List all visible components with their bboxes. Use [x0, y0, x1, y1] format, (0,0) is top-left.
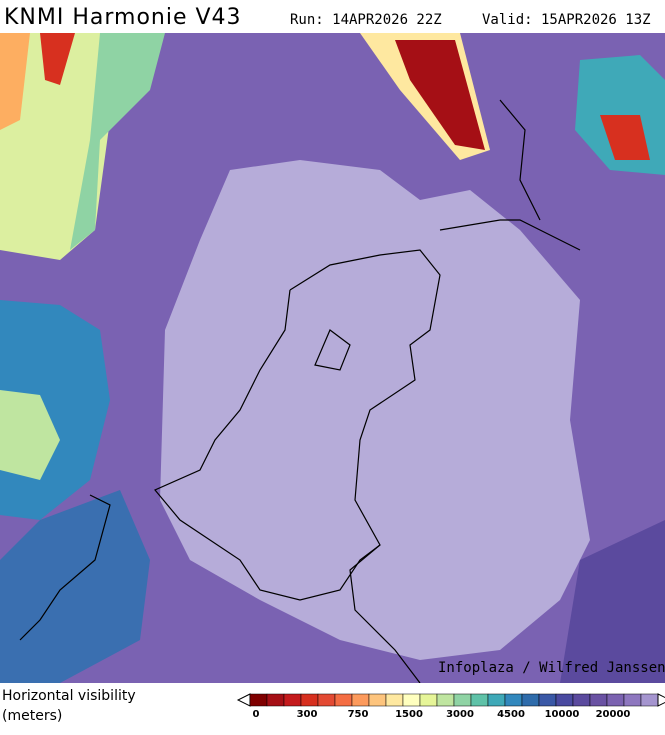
color-box	[487, 693, 506, 707]
color-box	[504, 693, 523, 707]
map	[0, 33, 665, 684]
low-vis-area	[0, 33, 30, 130]
color-box	[300, 693, 319, 707]
color-box	[351, 693, 370, 707]
vis-area	[560, 520, 665, 683]
color-box	[266, 693, 285, 707]
color-box	[521, 693, 540, 707]
colorbar-arrow	[657, 693, 665, 707]
low-vis-area	[70, 33, 165, 250]
colorbar-label: 0	[253, 709, 260, 720]
coast	[439, 219, 581, 251]
colorbar-label: 1500	[395, 709, 423, 720]
colorbar-label: 20000	[596, 709, 631, 720]
legend-area	[0, 683, 665, 735]
legend-label: (meters)	[2, 708, 62, 724]
legend-label: Horizontal visibility	[2, 688, 136, 704]
color-box	[317, 693, 336, 707]
colorbar-label: 3000	[446, 709, 474, 720]
color-box	[385, 693, 404, 707]
color-box	[419, 693, 438, 707]
color-box	[606, 693, 625, 707]
low-vis-area	[40, 33, 75, 85]
coast	[19, 494, 111, 641]
color-box	[334, 693, 353, 707]
coast	[499, 99, 541, 221]
valid-time: Valid: 15APR2026 13Z	[482, 12, 651, 28]
color-box	[555, 693, 574, 707]
color-box	[283, 693, 302, 707]
credit: Infoplaza / Wilfred Janssen	[438, 660, 665, 676]
color-box	[589, 693, 608, 707]
border	[154, 289, 381, 601]
color-box	[640, 693, 659, 707]
run-time: Run: 14APR2026 22Z	[290, 12, 442, 28]
colorbar-label: 750	[348, 709, 369, 720]
border	[289, 249, 441, 684]
low-vis-area	[0, 490, 150, 683]
color-box	[402, 693, 421, 707]
colorbar-label: 10000	[545, 709, 580, 720]
color-box	[538, 693, 557, 707]
color-box	[470, 693, 489, 707]
color-box	[368, 693, 387, 707]
low-vis-area	[395, 40, 485, 150]
color-box	[453, 693, 472, 707]
color-box	[436, 693, 455, 707]
lake	[314, 329, 351, 371]
colorbar-label: 4500	[497, 709, 525, 720]
high-vis-area	[160, 160, 590, 660]
colorbar-label: 300	[297, 709, 318, 720]
low-vis-area	[600, 115, 650, 160]
colorbar: 0 300 750 1500 3000 4500 10000 20000	[236, 693, 665, 720]
low-vis-area	[0, 390, 60, 480]
color-box	[249, 693, 268, 707]
color-box	[623, 693, 642, 707]
title: KNMI Harmonie V43	[4, 5, 242, 30]
color-box	[572, 693, 591, 707]
